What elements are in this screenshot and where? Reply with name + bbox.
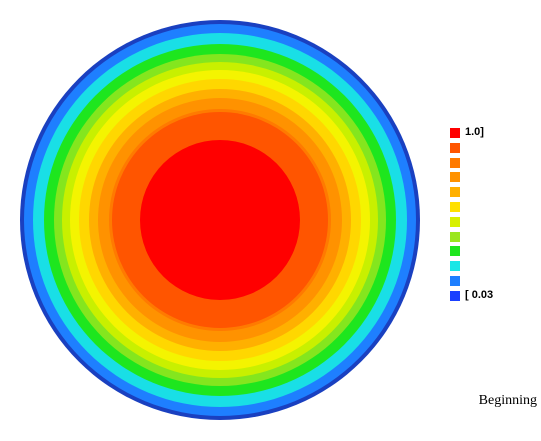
contour-ring-13	[140, 140, 300, 300]
legend-item	[450, 276, 530, 287]
legend-item	[450, 172, 530, 183]
legend-swatch	[450, 216, 460, 227]
legend-swatch	[450, 290, 460, 301]
status-label: Beginning	[478, 393, 537, 408]
legend-item	[450, 246, 530, 257]
legend-item	[450, 261, 530, 272]
legend-swatch	[450, 128, 460, 138]
legend-item	[450, 142, 530, 154]
contour-rings	[20, 20, 420, 420]
legend-swatch	[450, 231, 460, 242]
legend-swatch	[450, 187, 460, 198]
legend-swatch	[450, 142, 460, 153]
legend-label: 1.0]	[465, 126, 484, 138]
legend-swatch	[450, 261, 460, 272]
legend-item	[450, 202, 530, 213]
legend-item	[450, 231, 530, 243]
legend-swatch	[450, 157, 460, 168]
legend-item	[450, 187, 530, 198]
legend-swatch	[450, 172, 460, 183]
legend-item: [ 0.03	[450, 288, 530, 302]
legend-swatch	[450, 202, 460, 212]
legend-item	[450, 216, 530, 228]
legend-item	[450, 157, 530, 169]
legend-swatch	[450, 276, 460, 286]
legend-swatch	[450, 246, 460, 257]
legend-item: 1.0]	[450, 126, 530, 139]
legend-label: [ 0.03	[465, 288, 494, 301]
